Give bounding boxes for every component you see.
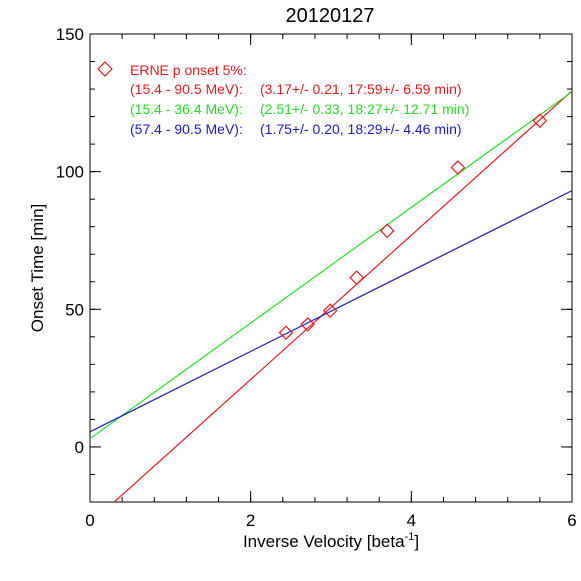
fit-lines bbox=[89, 90, 573, 503]
y-tick-label: 150 bbox=[56, 25, 84, 44]
x-tick-label: 6 bbox=[567, 511, 576, 530]
legend-entry-fit: (1.75+/- 0.20, 18:29+/- 4.46 min) bbox=[260, 121, 462, 137]
data-points bbox=[278, 113, 548, 341]
data-point-diamond bbox=[349, 270, 365, 285]
x-axis-label-main: Inverse Velocity [beta bbox=[243, 532, 405, 551]
legend-entry-fit: (2.51+/- 0.33, 18:27+/- 12.71 min) bbox=[260, 101, 469, 117]
chart-title: 20120127 bbox=[286, 5, 375, 27]
legend-entry-range: (57.4 - 90.5 MeV): bbox=[130, 121, 243, 137]
x-axis-label-superscript: -1 bbox=[405, 531, 415, 543]
fit-line-1 bbox=[113, 90, 573, 503]
legend-entry-range: (15.4 - 90.5 MeV): bbox=[130, 81, 243, 97]
legend-entry-fit: (3.17+/- 0.21, 17:59+/- 6.59 min) bbox=[260, 81, 462, 97]
legend: ERNE p onset 5%: (15.4 - 90.5 MeV): (3.17+… bbox=[97, 61, 469, 137]
x-tick-label: 4 bbox=[407, 511, 416, 530]
y-tick-label: 0 bbox=[75, 438, 84, 457]
y-axis-label: Onset Time [min] bbox=[28, 204, 47, 332]
plot-frame bbox=[89, 33, 573, 503]
legend-title: ERNE p onset 5%: bbox=[130, 62, 247, 78]
axes: 0 2 4 6 0 50 100 150 bbox=[56, 25, 577, 530]
data-point-diamond bbox=[278, 325, 294, 341]
y-tick-label: 100 bbox=[56, 163, 84, 182]
legend-entry-range: (15.4 - 36.4 MeV): bbox=[130, 101, 243, 117]
fit-line-2 bbox=[89, 91, 573, 440]
x-axis-label-end: ] bbox=[414, 532, 419, 551]
data-point-diamond bbox=[300, 317, 316, 332]
y-tick-label: 50 bbox=[65, 300, 84, 319]
fit-line-3 bbox=[89, 190, 573, 433]
x-tick-label: 2 bbox=[246, 511, 255, 530]
data-point-diamond bbox=[532, 113, 548, 129]
x-tick-label: 0 bbox=[85, 511, 94, 530]
data-point-diamond bbox=[322, 303, 338, 319]
data-point-diamond bbox=[450, 160, 466, 175]
x-axis-label: Inverse Velocity [beta-1] bbox=[243, 531, 419, 551]
data-point-diamond bbox=[379, 223, 395, 239]
legend-marker-diamond bbox=[97, 61, 113, 77]
